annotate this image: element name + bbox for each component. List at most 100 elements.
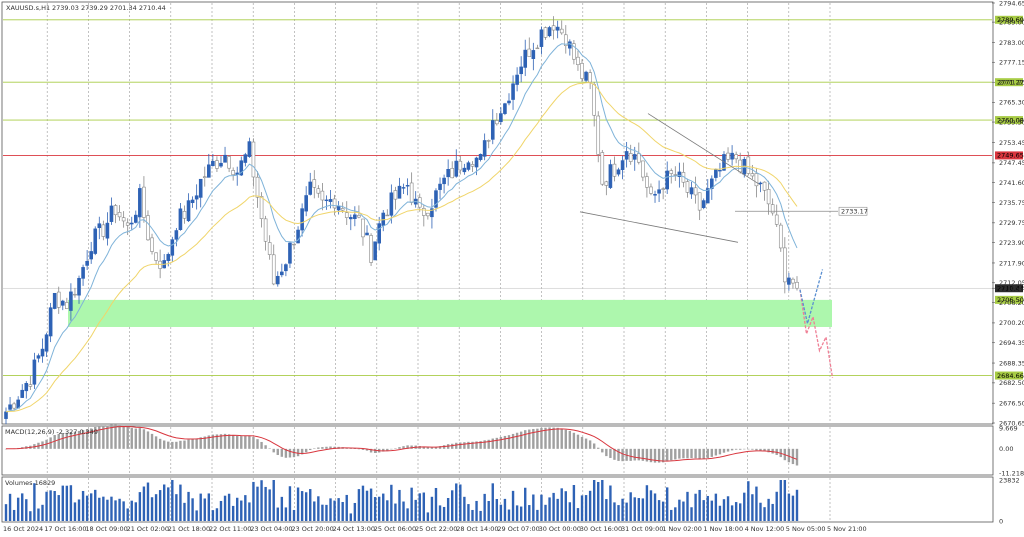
macd-bar	[755, 448, 758, 451]
candle-body	[280, 271, 284, 276]
macd-bar	[89, 428, 93, 449]
price-tick-label: 2710.44	[999, 285, 1024, 293]
candle-body	[348, 217, 353, 220]
candle-body	[543, 27, 548, 38]
candle-body	[620, 160, 625, 171]
volume-bar	[446, 497, 450, 521]
macd-bar	[325, 446, 328, 449]
macd-bar	[690, 448, 693, 459]
candle-body	[113, 205, 118, 216]
macd-bar	[321, 447, 324, 449]
volume-bar	[641, 498, 645, 521]
volume-bar	[536, 509, 539, 521]
candle-body	[332, 198, 337, 209]
volume-bar	[657, 500, 661, 521]
volume-bar	[702, 500, 705, 521]
volume-bar	[110, 496, 113, 521]
candle-body	[292, 243, 296, 246]
price-tick-label: 2717.90	[999, 259, 1024, 267]
candle-body	[81, 267, 85, 279]
macd-bar	[653, 448, 657, 463]
volume-bar	[167, 487, 170, 521]
volume-bar	[763, 507, 766, 521]
candle-body	[393, 190, 398, 200]
candle-body	[693, 187, 698, 196]
candle-body	[271, 254, 276, 285]
candle-body	[673, 174, 678, 176]
candle-body	[109, 205, 114, 222]
volume-bar	[730, 505, 734, 521]
volume-bar	[426, 512, 430, 521]
level-tag-label: 2749.65	[997, 152, 1024, 160]
macd-bar	[747, 448, 750, 450]
macd-bar	[763, 448, 766, 452]
volume-bar	[682, 501, 685, 521]
candle-body	[450, 168, 455, 179]
macd-bar	[252, 437, 255, 449]
macd-bar	[223, 433, 227, 449]
volume-bar	[89, 493, 93, 521]
time-tick-label: 29 Oct 07:00	[497, 525, 539, 533]
trend-line-lower	[579, 211, 739, 243]
volume-bar	[694, 493, 697, 521]
volume-bar	[580, 495, 584, 521]
candle-body	[669, 170, 674, 174]
volume-bar	[345, 494, 348, 521]
candle-body	[770, 204, 775, 214]
volume-bar	[751, 494, 754, 521]
volume-bar	[503, 498, 507, 521]
side-level-tag	[838, 206, 868, 216]
price-tick-label: 2723.90	[999, 239, 1024, 247]
level-tag	[995, 151, 1023, 160]
volume-bar	[576, 508, 580, 521]
macd-bar	[386, 448, 389, 451]
candle-body	[251, 141, 256, 178]
volume-bar	[61, 485, 64, 521]
candle-body	[677, 171, 682, 177]
candle-body	[8, 404, 12, 410]
macd-bar	[219, 434, 223, 449]
volume-bar	[653, 493, 657, 521]
candle-body	[353, 214, 357, 219]
price-tick-label: 2783.00	[999, 39, 1024, 47]
macd-signal-line	[6, 425, 798, 462]
candle-body	[539, 29, 544, 47]
volume-bar	[329, 498, 332, 521]
volume-bar	[487, 501, 490, 521]
candle-body	[259, 196, 264, 219]
candle-body	[616, 169, 621, 175]
macd-bar	[714, 448, 718, 456]
candle-body	[438, 183, 442, 190]
macd-bar	[771, 448, 774, 454]
candle-body	[336, 206, 341, 211]
macd-bar	[333, 446, 336, 449]
macd-bar	[158, 438, 162, 449]
volume-bar	[219, 500, 223, 521]
candle-body	[795, 281, 799, 289]
volume-bar	[621, 498, 624, 521]
macd-bar	[167, 441, 170, 449]
macd-bar	[584, 438, 588, 449]
volume-bar	[459, 484, 462, 521]
candle-body	[462, 167, 467, 173]
volume-bar	[25, 499, 28, 521]
macd-bar	[191, 438, 194, 449]
macd-bar	[682, 448, 685, 459]
volume-bar	[65, 485, 69, 521]
volume-bar	[373, 497, 377, 521]
volume-bar	[313, 501, 316, 521]
macd-bar	[357, 448, 361, 450]
candle-body	[401, 187, 406, 189]
volume-bar	[544, 504, 547, 521]
candle-body	[85, 260, 89, 266]
candle-body	[121, 217, 126, 222]
candle-body	[612, 163, 617, 177]
candle-body	[247, 141, 252, 157]
trend-line-upper	[647, 113, 761, 186]
candle-body	[701, 200, 706, 209]
volume-bar	[783, 480, 787, 521]
volume-bar	[601, 480, 604, 521]
volume-bar	[597, 481, 600, 521]
macd-bar	[487, 439, 490, 449]
